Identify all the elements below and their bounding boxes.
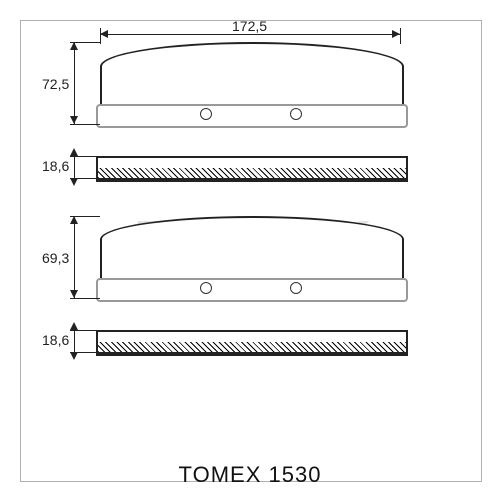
arrow-icon xyxy=(70,116,78,124)
shim-side-upper-hatch xyxy=(96,168,408,180)
dim-t2-label: 18,6 xyxy=(42,332,69,348)
dim-line-width xyxy=(100,34,400,35)
dim-h2-label: 69,3 xyxy=(42,250,69,266)
rivet-icon xyxy=(290,108,302,120)
arrow-icon xyxy=(70,216,78,224)
dim-ext xyxy=(70,352,98,353)
dim-line-h2 xyxy=(74,216,75,298)
shim-side-lower-hatch xyxy=(96,342,408,354)
dim-ext xyxy=(400,28,401,44)
dim-ext xyxy=(70,298,100,299)
dim-line-t2 xyxy=(74,330,75,352)
dim-t1-label: 18,6 xyxy=(42,158,69,174)
arrow-icon xyxy=(70,352,78,360)
rivet-icon xyxy=(200,108,212,120)
brake-pad-lower-plate xyxy=(96,278,408,302)
dim-width-label: 172,5 xyxy=(232,18,267,34)
dim-ext xyxy=(70,178,98,179)
rivet-icon xyxy=(200,282,212,294)
caption: TOMEX 1530 xyxy=(0,462,500,488)
dim-line-h1 xyxy=(74,42,75,124)
brake-pad-upper-plate xyxy=(96,104,408,128)
arrow-icon xyxy=(70,178,78,186)
dim-line-t1 xyxy=(74,156,75,178)
dim-h1-label: 72,5 xyxy=(42,76,69,92)
arrow-icon xyxy=(70,290,78,298)
arrow-icon xyxy=(70,322,78,330)
dim-ext xyxy=(70,124,100,125)
arrow-icon xyxy=(392,30,400,38)
rivet-icon xyxy=(290,282,302,294)
dim-ext xyxy=(70,330,98,331)
arrow-icon xyxy=(100,30,108,38)
arrow-icon xyxy=(70,42,78,50)
dim-ext xyxy=(70,156,98,157)
arrow-icon xyxy=(70,148,78,156)
